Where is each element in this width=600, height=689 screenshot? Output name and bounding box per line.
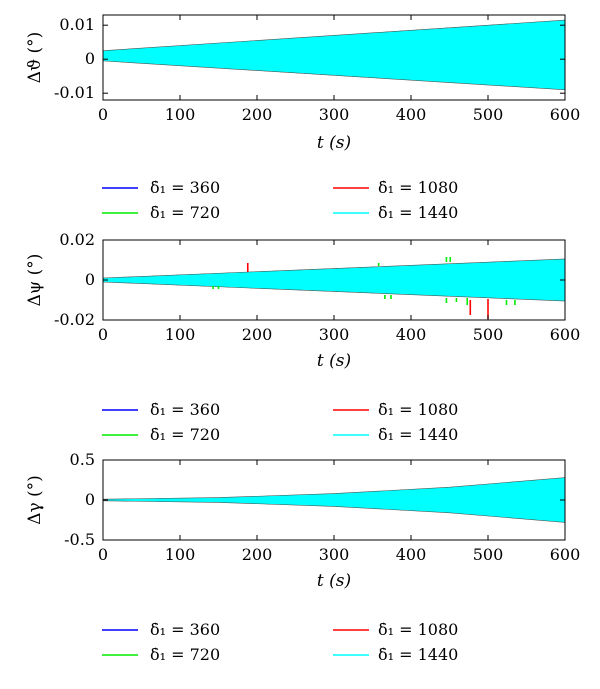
x-tick-label: 300 — [319, 325, 350, 344]
legend-label: δ̇₁ = 360 — [150, 620, 220, 639]
legend-label: δ̇₁ = 1440 — [378, 203, 458, 222]
x-tick-label: 500 — [473, 105, 504, 124]
y-tick-label: -0.02 — [54, 310, 95, 329]
y-tick-label: -0.5 — [64, 530, 95, 549]
y-tick-label: 0 — [85, 49, 95, 68]
legend: δ̇₁ = 360 δ̇₁ = 1080 δ̇₁ = 720 δ̇₁ = 1440 — [102, 400, 458, 444]
legend: δ̇₁ = 360 δ̇₁ = 1080 δ̇₁ = 720 δ̇₁ = 1440 — [102, 620, 458, 664]
y-tick-label: 0 — [85, 270, 95, 289]
legend-label: δ̇₁ = 360 — [150, 400, 220, 419]
x-tick-label: 500 — [473, 545, 504, 564]
x-tick-label: 600 — [550, 105, 581, 124]
x-axis-label: t (s) — [317, 133, 351, 153]
x-tick-label: 100 — [165, 325, 196, 344]
series-band-4 — [102, 19, 566, 91]
x-tick-label: 400 — [396, 545, 427, 564]
x-tick-label: 400 — [396, 105, 427, 124]
y-tick-label: -0.01 — [54, 83, 95, 102]
x-axis-label: t (s) — [317, 351, 351, 371]
x-tick-label: 100 — [165, 105, 196, 124]
series-band-4 — [102, 477, 566, 523]
x-tick-label: 600 — [550, 545, 581, 564]
legend-label: δ̇₁ = 1080 — [378, 400, 458, 419]
legend-label: δ̇₁ = 720 — [150, 203, 220, 222]
y-axis-label: Δγ (°) — [25, 475, 45, 525]
y-tick-label: 0.01 — [59, 15, 95, 34]
y-tick-label: 0.5 — [70, 450, 95, 469]
legend-label: δ̇₁ = 720 — [150, 425, 220, 444]
series-band-4 — [102, 258, 566, 302]
legend-label: δ̇₁ = 1080 — [378, 620, 458, 639]
x-tick-label: 500 — [473, 325, 504, 344]
x-tick-label: 300 — [319, 545, 350, 564]
x-tick-label: 0 — [98, 545, 108, 564]
x-tick-label: 200 — [242, 325, 273, 344]
x-tick-label: 200 — [242, 105, 273, 124]
x-tick-label: 0 — [98, 325, 108, 344]
legend: δ̇₁ = 360 δ̇₁ = 1080 δ̇₁ = 720 δ̇₁ = 1440 — [102, 178, 458, 222]
legend-label: δ̇₁ = 1440 — [378, 425, 458, 444]
legend-label: δ̇₁ = 1080 — [378, 178, 458, 197]
legend-label: δ̇₁ = 360 — [150, 178, 220, 197]
legend-label: δ̇₁ = 720 — [150, 645, 220, 664]
y-tick-label: 0 — [85, 490, 95, 509]
x-tick-label: 300 — [319, 105, 350, 124]
x-axis-label: t (s) — [317, 571, 351, 591]
x-tick-label: 400 — [396, 325, 427, 344]
y-axis-label: Δϑ (°) — [25, 32, 45, 84]
x-tick-label: 0 — [98, 105, 108, 124]
y-axis-label: Δψ (°) — [25, 254, 45, 307]
x-tick-label: 200 — [242, 545, 273, 564]
legend-label: δ̇₁ = 1440 — [378, 645, 458, 664]
x-tick-label: 100 — [165, 545, 196, 564]
y-tick-label: 0.02 — [59, 230, 95, 249]
x-tick-label: 600 — [550, 325, 581, 344]
